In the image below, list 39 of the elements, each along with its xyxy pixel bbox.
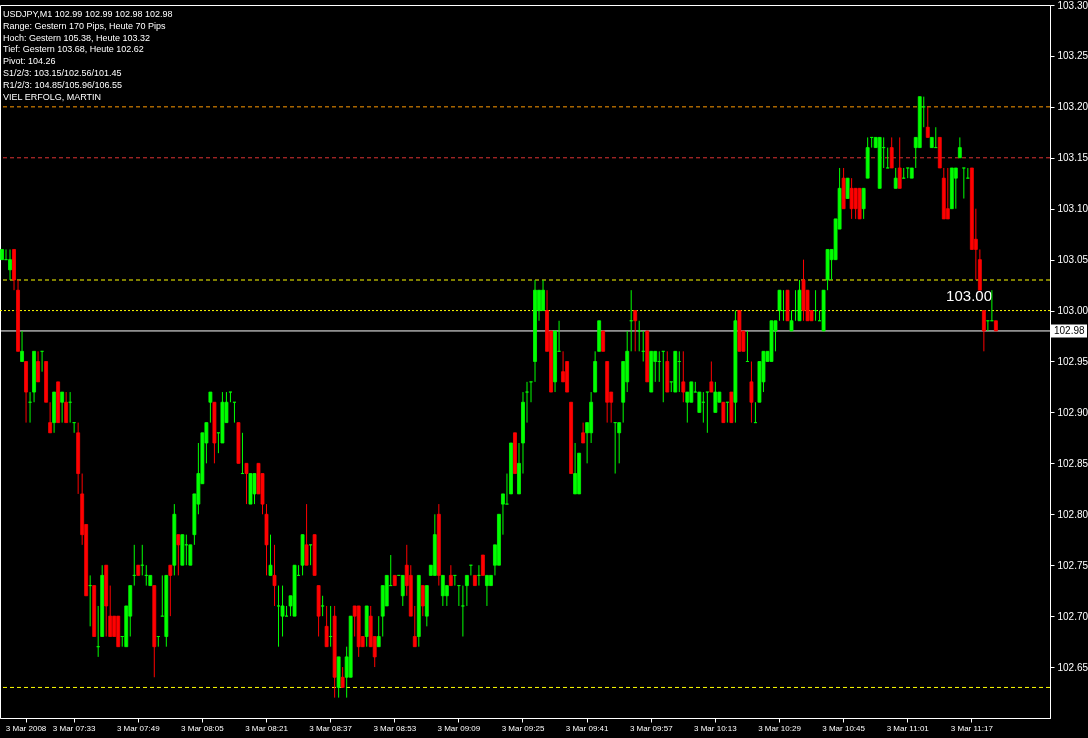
annotation: Pivot: 104.26 xyxy=(3,56,56,67)
x-tick-label: 3 Mar 10:45 xyxy=(822,723,866,733)
x-tick-label: 3 Mar 11:17 xyxy=(950,723,994,733)
annotation: Hoch: Gestern 105.38, Heute 103.32 xyxy=(3,32,151,43)
x-tick-label: 3 Mar 08:53 xyxy=(373,723,417,733)
annotation: VIEL ERFOLG, MARTIN xyxy=(3,91,102,102)
annotation: Range: Gestern 170 Pips, Heute 70 Pips xyxy=(3,20,167,31)
y-tick-label: 102.85 xyxy=(1057,457,1088,469)
x-tick-label: 3 Mar 09:25 xyxy=(501,723,545,733)
y-tick-label: 103.05 xyxy=(1057,254,1088,266)
chart-title: USDJPY,M1 102.99 102.99 102.98 102.98 xyxy=(3,9,173,19)
x-tick-label: 3 Mar 08:21 xyxy=(245,723,289,733)
y-tick-label: 103.10 xyxy=(1057,203,1088,215)
y-tick-label: 102.75 xyxy=(1057,559,1088,571)
x-tick-label: 3 Mar 09:41 xyxy=(565,723,610,733)
x-tick-label: 3 Mar 09:09 xyxy=(437,723,481,733)
y-tick-label: 103.30 xyxy=(1057,0,1088,11)
x-tick-label: 3 Mar 07:33 xyxy=(52,723,97,733)
annotation: Tief: Gestern 103.68, Heute 102.62 xyxy=(3,44,144,55)
ref-line-label: 102.98 xyxy=(1054,324,1086,336)
x-tick-label: 3 Mar 10:29 xyxy=(758,723,802,733)
y-tick-label: 102.95 xyxy=(1057,356,1088,367)
y-tick-label: 102.65 xyxy=(1057,661,1088,673)
y-tick-label: 103.20 xyxy=(1057,101,1088,113)
y-tick-label: 103.25 xyxy=(1057,50,1088,62)
annotation: R1/2/3: 104.85/105.96/106.55 xyxy=(3,79,123,90)
x-tick-label: 3 Mar 2008 xyxy=(5,723,47,733)
x-tick-label: 3 Mar 09:57 xyxy=(629,723,674,733)
y-tick-label: 102.70 xyxy=(1057,610,1088,622)
y-tick-label: 102.80 xyxy=(1057,508,1088,520)
annotation: S1/2/3: 103.15/102.56/101.45 xyxy=(3,68,122,78)
x-tick-label: 3 Mar 11:01 xyxy=(886,723,930,733)
y-tick-label: 102.90 xyxy=(1057,406,1088,418)
x-tick-label: 3 Mar 10:13 xyxy=(694,723,738,733)
y-tick-label: 103.15 xyxy=(1057,152,1088,164)
x-tick-label: 3 Mar 07:49 xyxy=(116,723,161,733)
x-tick-label: 3 Mar 08:37 xyxy=(309,723,353,733)
y-tick-label: 103.00 xyxy=(1057,305,1088,317)
x-tick-label: 3 Mar 08:05 xyxy=(181,723,225,733)
